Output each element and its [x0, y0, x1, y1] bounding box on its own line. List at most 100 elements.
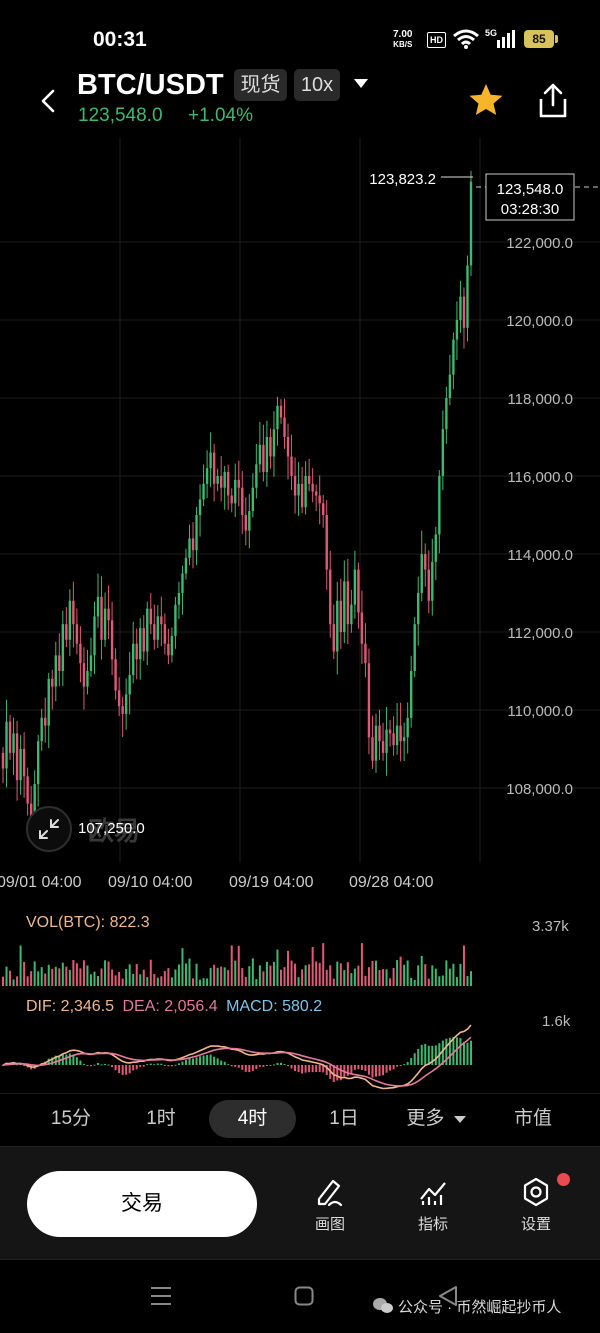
- interval-15m[interactable]: 15分: [50, 1108, 92, 1129]
- interval-1d[interactable]: 1日: [329, 1108, 359, 1129]
- interval-more[interactable]: 更多: [398, 1094, 474, 1144]
- back-button[interactable]: [34, 86, 64, 116]
- candle-body: [219, 476, 223, 488]
- trade-button[interactable]: 交易: [27, 1171, 257, 1237]
- exchange-watermark: 欧易: [88, 816, 140, 846]
- volume-bar: [89, 974, 92, 986]
- market-type-chip[interactable]: 现货: [234, 69, 287, 101]
- macd-bar: [304, 1065, 307, 1073]
- macd-bar: [181, 1061, 184, 1065]
- macd-bar: [290, 1065, 293, 1069]
- macd-bar: [206, 1054, 209, 1065]
- macd-bar: [121, 1065, 124, 1075]
- candle-body: [336, 600, 339, 652]
- volume-bar: [287, 950, 290, 986]
- candle-body: [332, 624, 335, 652]
- volume-bar: [251, 958, 254, 986]
- leverage-chip[interactable]: 10x: [294, 69, 340, 101]
- share-icon[interactable]: [536, 83, 570, 119]
- candle-body: [255, 464, 258, 488]
- macd-bar: [163, 1064, 166, 1066]
- candle-body: [29, 803, 33, 818]
- candle-body: [251, 487, 255, 512]
- macd-axis-max: 1.6k: [542, 1013, 571, 1030]
- volume-bar: [125, 969, 128, 986]
- candle-body: [135, 643, 138, 660]
- macd-histogram: [2, 1037, 472, 1082]
- candle-body: [191, 538, 195, 551]
- candle-body: [142, 628, 145, 652]
- candle-body: [431, 561, 434, 601]
- indicators-button[interactable]: 指标: [403, 1177, 463, 1234]
- nav-back-icon[interactable]: [438, 1285, 458, 1307]
- volume-bar: [315, 961, 318, 986]
- volume-bar: [441, 975, 444, 986]
- home-icon[interactable]: [294, 1286, 314, 1306]
- last-price: 123,548.0: [78, 105, 163, 126]
- candle-body: [234, 479, 237, 504]
- candle-body: [448, 374, 452, 398]
- settings-button[interactable]: 设置: [506, 1177, 566, 1234]
- menu-icon[interactable]: [150, 1285, 172, 1307]
- star-icon[interactable]: [468, 83, 504, 117]
- macd-bar: [322, 1065, 325, 1073]
- pair-title[interactable]: BTC/USDT: [77, 69, 224, 101]
- macd-chart[interactable]: [0, 1020, 600, 1090]
- volume-axis-max: 3.37k: [532, 918, 569, 935]
- volume-bar: [406, 960, 409, 986]
- interval-market-cap[interactable]: 市值: [513, 1108, 552, 1129]
- candle-body: [100, 596, 103, 640]
- volume-bar: [23, 961, 26, 986]
- candle-body: [216, 476, 219, 484]
- volume-bar: [360, 943, 363, 986]
- pair-dropdown-icon[interactable]: [353, 78, 369, 90]
- candle-body: [434, 534, 438, 562]
- macd-bar: [374, 1065, 377, 1077]
- candle-body: [160, 616, 163, 625]
- action-bar: 交易 画图 指标 设置: [0, 1146, 600, 1260]
- candle-body: [89, 655, 93, 671]
- macd-bar: [89, 1065, 92, 1067]
- volume-bar: [104, 960, 107, 986]
- interval-1h[interactable]: 1时: [146, 1108, 176, 1129]
- volume-bar: [82, 960, 85, 986]
- candle-body: [1, 752, 5, 769]
- candle-body: [311, 483, 314, 492]
- macd-bar: [297, 1065, 300, 1072]
- volume-bar: [350, 973, 353, 986]
- volume-bar: [420, 955, 423, 986]
- candle-body: [15, 733, 19, 781]
- volume-bar: [149, 959, 152, 986]
- draw-tool-button[interactable]: 画图: [300, 1177, 360, 1234]
- volume-bar: [167, 968, 170, 986]
- volume-bar: [427, 978, 430, 986]
- network-speed-unit: KB/S: [393, 40, 413, 49]
- volume-bar: [308, 964, 311, 986]
- volume-bar: [322, 943, 325, 986]
- volume-chart[interactable]: [0, 940, 600, 986]
- candle-body: [209, 452, 212, 469]
- candle-body: [146, 608, 149, 652]
- date-tick: 09/19 04:00: [229, 874, 314, 891]
- macd-bar: [149, 1063, 152, 1065]
- macd-value: MACD: 580.2: [226, 998, 323, 1015]
- candle-body: [40, 717, 43, 742]
- candle-body: [279, 405, 283, 418]
- macd-bar: [153, 1064, 156, 1066]
- date-tick: 09/28 04:00: [349, 874, 434, 891]
- macd-bar: [146, 1064, 149, 1066]
- macd-bar: [82, 1064, 85, 1066]
- price-chart[interactable]: 122,000.0 120,000.0 118,000.0 116,000.0 114,…: [0, 138, 600, 863]
- interval-4h[interactable]: 4时: [209, 1100, 296, 1138]
- macd-bar: [195, 1057, 198, 1065]
- collapse-chart-button[interactable]: [26, 806, 72, 852]
- volume-bar: [374, 960, 377, 986]
- candle-body: [149, 608, 152, 625]
- macd-bar: [104, 1063, 107, 1065]
- macd-bar: [311, 1065, 314, 1073]
- volume-bar: [61, 962, 64, 986]
- macd-bar: [223, 1061, 226, 1065]
- candle-body: [346, 581, 350, 625]
- volume-bar: [399, 956, 402, 986]
- candle-body: [293, 476, 297, 496]
